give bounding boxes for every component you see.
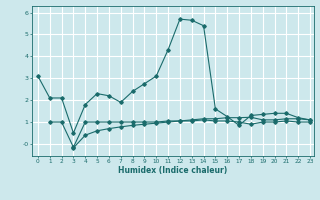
X-axis label: Humidex (Indice chaleur): Humidex (Indice chaleur) bbox=[118, 166, 228, 175]
